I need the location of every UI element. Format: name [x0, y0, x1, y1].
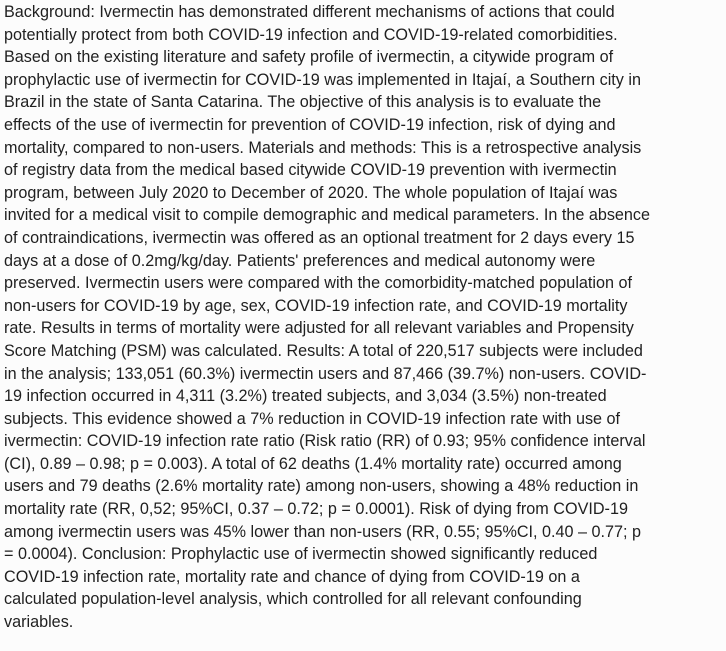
abstract-line: mortality rate (RR, 0,52; 95%CI, 0.37 – …: [4, 500, 628, 519]
abstract-line: Score Matching (PSM) was calculated. Res…: [4, 341, 643, 360]
abstract-line: among ivermectin users was 45% lower tha…: [4, 522, 642, 541]
abstract-line: (CI), 0.89 – 0.98; p = 0.003). A total o…: [4, 454, 622, 473]
abstract-line: mortality, compared to non-users. Materi…: [4, 138, 642, 157]
abstract-line: = 0.0004). Conclusion: Prophylactic use …: [4, 545, 598, 564]
abstract-line: effects of the use of ivermectin for pre…: [4, 115, 616, 134]
abstract-line: Background: Ivermectin has demonstrated …: [4, 3, 615, 21]
abstract-line: of registry data from the medical based …: [4, 161, 617, 180]
abstract-line: Based on the existing literature and saf…: [4, 48, 614, 67]
abstract-line: Brazil in the state of Santa Catarina. T…: [4, 93, 602, 112]
abstract-line: preserved. Ivermectin users were compare…: [4, 274, 633, 293]
abstract-line: COVID-19 infection rate, mortality rate …: [4, 567, 580, 586]
abstract-line: days at a dose of 0.2mg/kg/day. Patients…: [4, 251, 596, 270]
abstract-line: invited for a medical visit to compile d…: [4, 206, 651, 225]
abstract-line: ivermectin: COVID-19 infection rate rati…: [4, 432, 646, 451]
abstract-line: calculated population-level analysis, wh…: [4, 590, 582, 609]
abstract-line: subjects. This evidence showed a 7% redu…: [4, 409, 621, 428]
abstract-line: users and 79 deaths (2.6% mortality rate…: [4, 477, 639, 496]
abstract-line: rate. Results in terms of mortality were…: [4, 319, 634, 338]
abstract-line: 19 infection occurred in 4,311 (3.2%) tr…: [4, 387, 607, 406]
abstract-line: potentially protect from both COVID-19 i…: [4, 25, 618, 44]
abstract-line: program, between July 2020 to December o…: [4, 183, 618, 202]
abstract-line: in the analysis; 133,051 (60.3%) ivermec…: [4, 364, 647, 383]
abstract-line: non-users for COVID-19 by age, sex, COVI…: [4, 296, 628, 315]
abstract-text: Background: Ivermectin has demonstrated …: [4, 1, 726, 634]
abstract-line: prophylactic use of ivermectin for COVID…: [4, 70, 641, 89]
abstract-line: of contraindications, ivermectin was off…: [4, 228, 635, 247]
abstract-line: variables.: [4, 613, 74, 632]
